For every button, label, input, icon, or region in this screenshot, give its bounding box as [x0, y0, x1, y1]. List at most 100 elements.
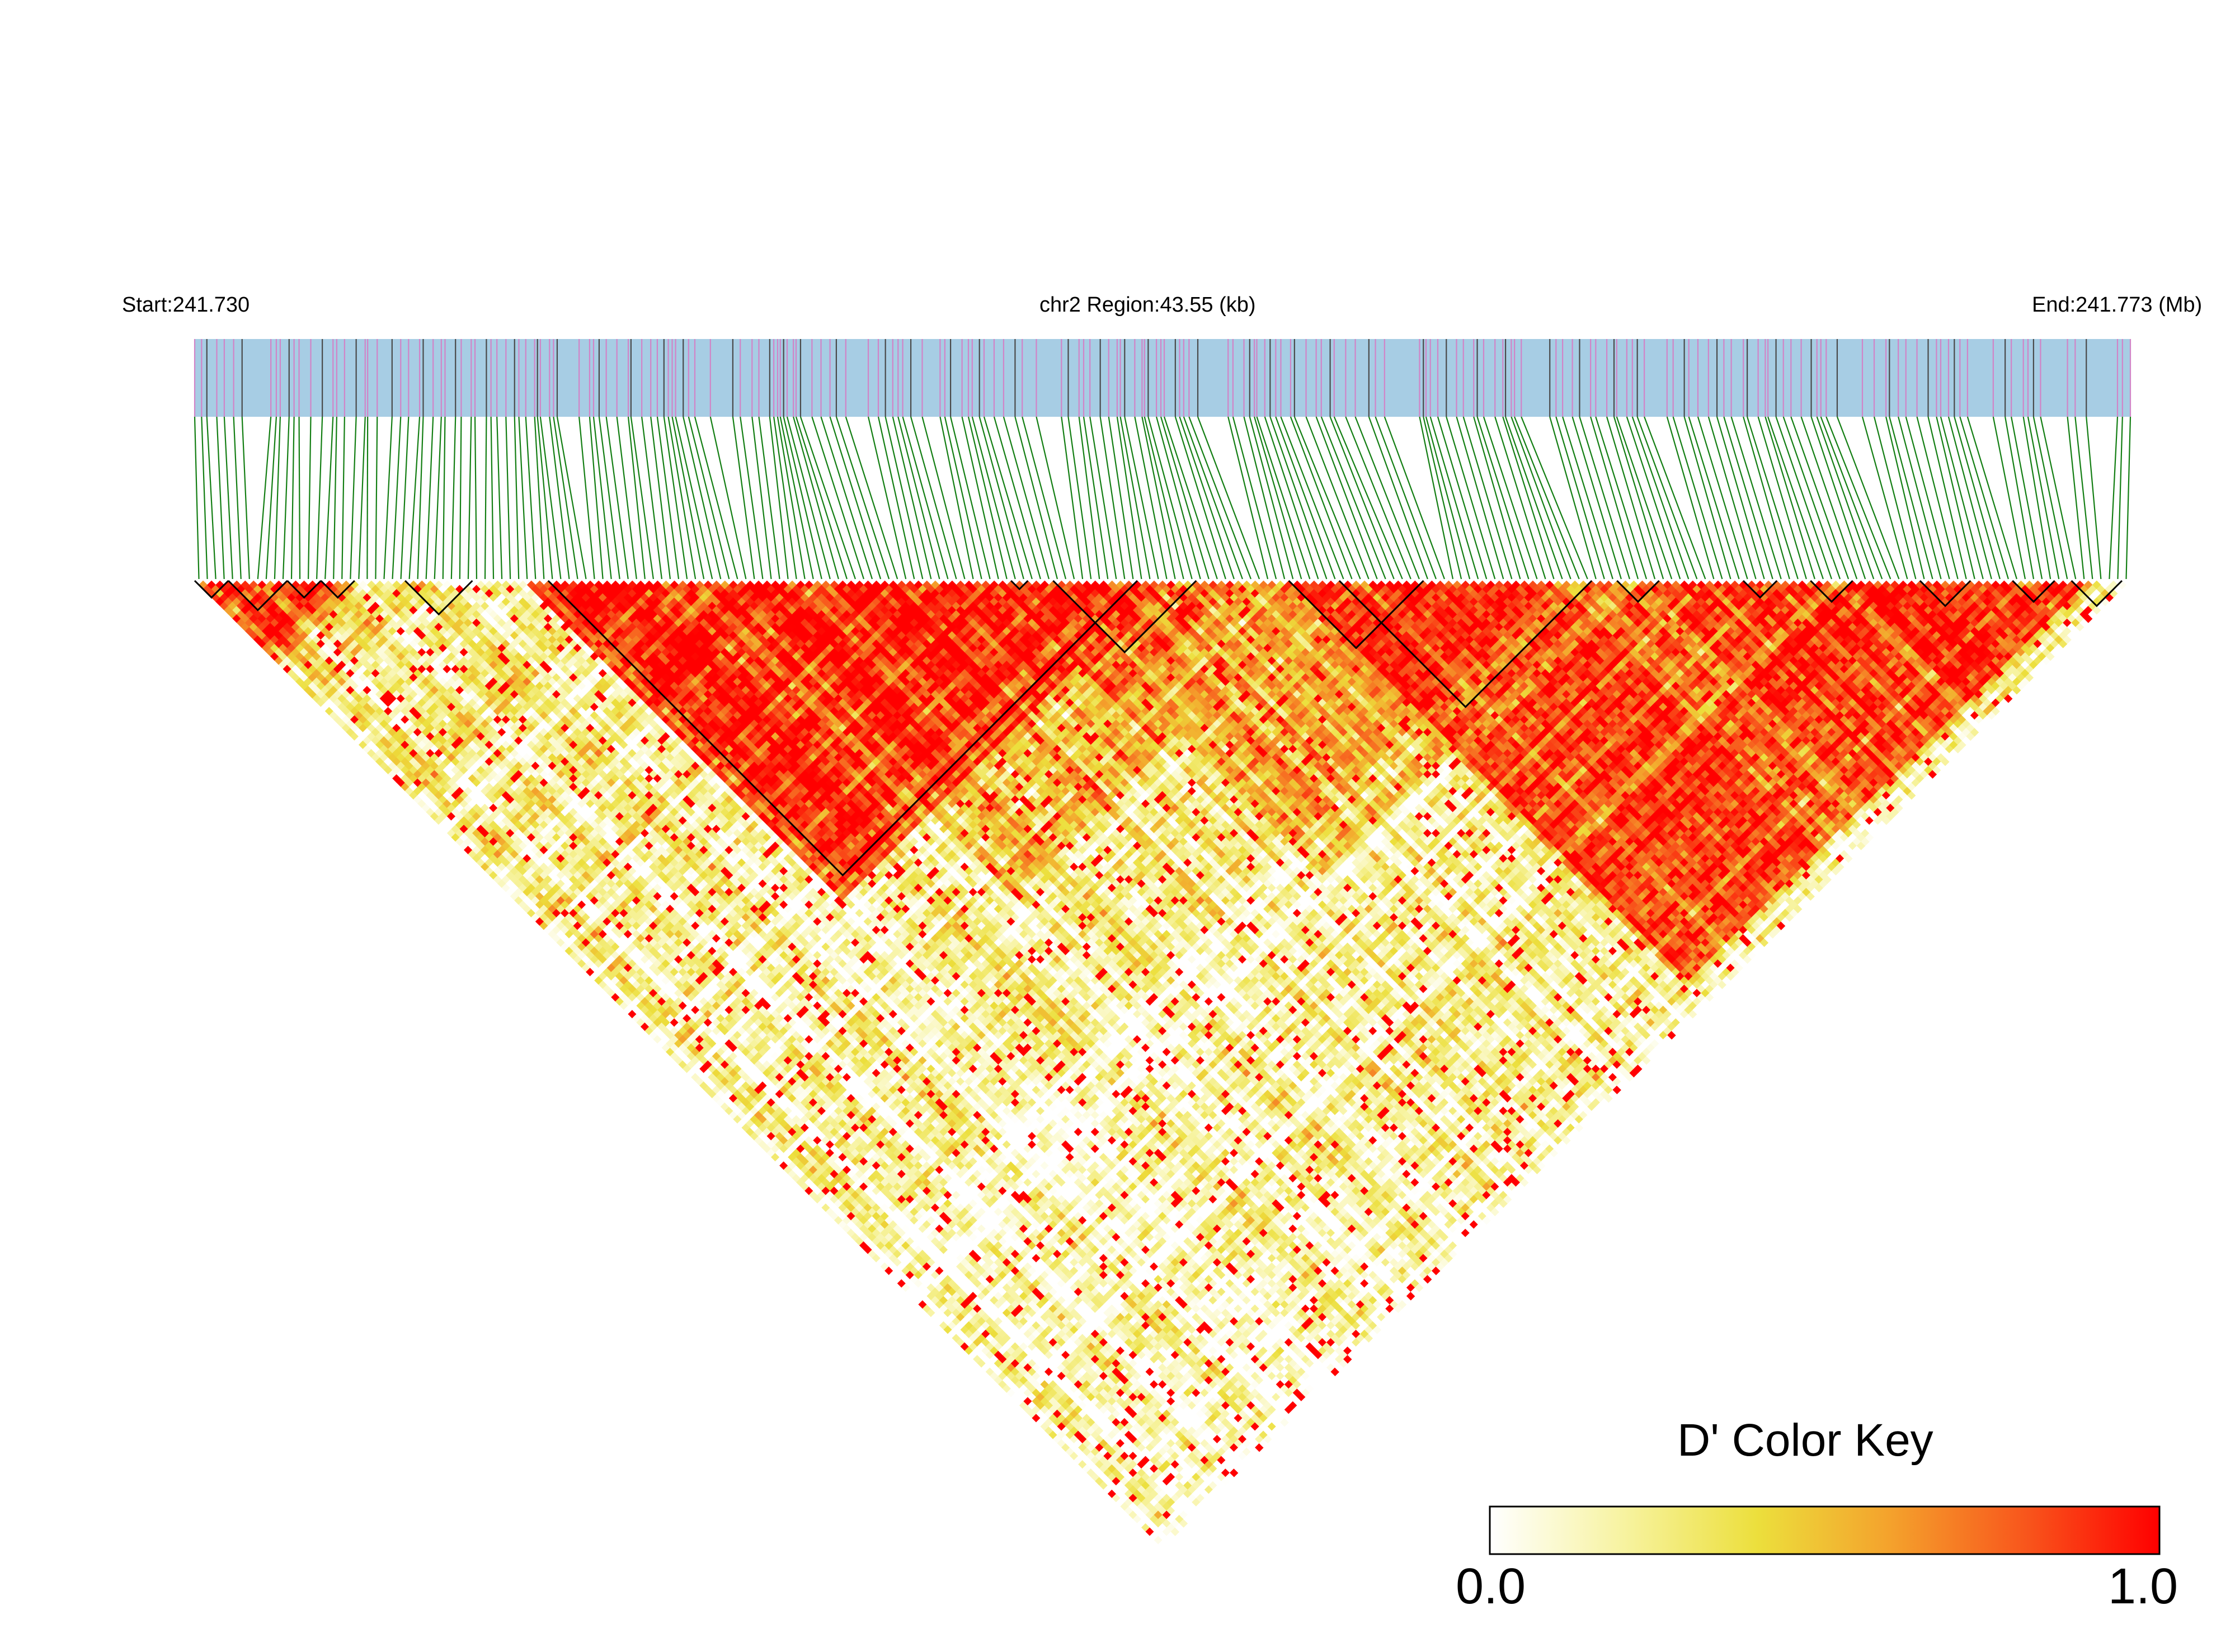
snp-connector-line [1817, 417, 1874, 579]
snp-connector-line [846, 417, 897, 579]
snp-connector-line [426, 417, 433, 579]
snp-connector-line [443, 417, 445, 579]
snp-connector-line [962, 417, 999, 579]
snp-connector-line [497, 417, 502, 579]
snp-connector-line [1821, 417, 1883, 579]
snp-connector-line [689, 417, 729, 579]
snp-connector-line [491, 417, 493, 579]
snp-connector-line [217, 417, 224, 579]
snp-connector-line [451, 417, 455, 579]
snp-connector-line [224, 417, 233, 579]
snp-connector-line [1784, 417, 1840, 579]
snp-connector-line [1265, 417, 1319, 579]
snp-connector-line [317, 417, 322, 579]
snp-connector-line [201, 417, 207, 579]
snp-connector-line [1281, 417, 1343, 579]
snp-connector-line [1638, 417, 1697, 579]
snp-connector-line [460, 417, 462, 579]
snp-connector-line [2075, 417, 2092, 579]
snp-connector-line [984, 417, 1032, 579]
snp-connector-line [359, 417, 365, 579]
snp-connector-line [2086, 417, 2101, 579]
snp-connector-line [1175, 417, 1226, 579]
snp-connector-line [1423, 417, 1461, 579]
snp-connector-line [1291, 417, 1352, 579]
snp-track-background [195, 339, 2130, 417]
snp-connector-line [1356, 417, 1419, 579]
snp-connector-line [945, 417, 982, 579]
ld-heatmap-cells [199, 581, 2126, 1549]
snp-connector-line [1306, 417, 1369, 579]
snp-connector-line [308, 417, 310, 579]
snp-connector-line [683, 417, 721, 579]
snp-connector-line [515, 417, 519, 579]
snp-connector-line [299, 417, 300, 579]
snp-connector-line [836, 417, 889, 579]
snp-connector-line [972, 417, 1015, 579]
snp-connector-line [291, 417, 294, 579]
snp-connector-line [401, 417, 409, 579]
snp-connector-line [342, 417, 345, 579]
snp-connector-line [617, 417, 637, 579]
snp-connector-line [642, 417, 662, 579]
snp-connector-line [672, 417, 704, 579]
snp-connector-line [1321, 417, 1386, 579]
snp-connector-line [526, 417, 535, 579]
snp-connector-line [485, 417, 486, 579]
snp-connector-line [325, 417, 333, 579]
snp-connector-line [506, 417, 510, 579]
snp-connector-line [468, 417, 471, 579]
snp-connector-line [375, 417, 377, 579]
snp-connector-line [1801, 417, 1857, 579]
snp-connector-lines [195, 417, 2130, 579]
snp-connector-line [1015, 417, 1057, 579]
snp-connector-line [350, 417, 356, 579]
snp-connector-line [1862, 417, 1907, 579]
snp-connector-line [242, 417, 250, 579]
snp-connector-line [1776, 417, 1832, 579]
snp-connector-line [1276, 417, 1335, 579]
snp-connector-line [283, 417, 289, 579]
snp-connector-line [669, 417, 696, 579]
snp-connector-line [195, 417, 199, 579]
snp-connector-line [1250, 417, 1293, 579]
snp-connector-line [367, 417, 368, 579]
snp-connector-line [519, 417, 527, 579]
snp-connector-line [333, 417, 337, 579]
snp-connector-line [922, 417, 964, 579]
snp-connector-line [1667, 417, 1714, 579]
snp-connector-line [1960, 417, 2008, 579]
snp-connector-line [1731, 417, 1781, 579]
snp-connector-line [266, 417, 276, 579]
snp-connector-line [1550, 417, 1596, 579]
snp-connector-line [676, 417, 713, 579]
snp-connector-line [1837, 417, 1899, 579]
snp-connector-line [1233, 417, 1276, 579]
snp-connector-line [1295, 417, 1361, 579]
snp-connector-line [1121, 417, 1150, 579]
snp-connector-line [868, 417, 906, 579]
snp-connector-line [1917, 417, 1958, 579]
snp-connector-line [258, 417, 271, 579]
snp-connector-line [1617, 417, 1672, 579]
snp-connector-line [2109, 417, 2118, 579]
snp-connector-line [1889, 417, 1932, 579]
snp-connector-line [2028, 417, 2059, 579]
snp-connector-line [1022, 417, 1066, 579]
snp-connector-line [384, 417, 392, 579]
snp-connector-line [2034, 417, 2067, 579]
snp-connector-line [1768, 417, 1823, 579]
snp-connector-line [2118, 417, 2122, 579]
snp-connector-line [796, 417, 847, 579]
snp-connector-line [275, 417, 280, 579]
snp-connector-line [1189, 417, 1251, 579]
snp-connector-line [393, 417, 401, 579]
snp-connector-line [2126, 417, 2130, 579]
snp-connector-line [549, 417, 569, 579]
snp-connector-line [1438, 417, 1486, 579]
snp-position-track [195, 339, 2130, 417]
snp-connector-line [1385, 417, 1444, 579]
snp-connector-line [234, 417, 241, 579]
